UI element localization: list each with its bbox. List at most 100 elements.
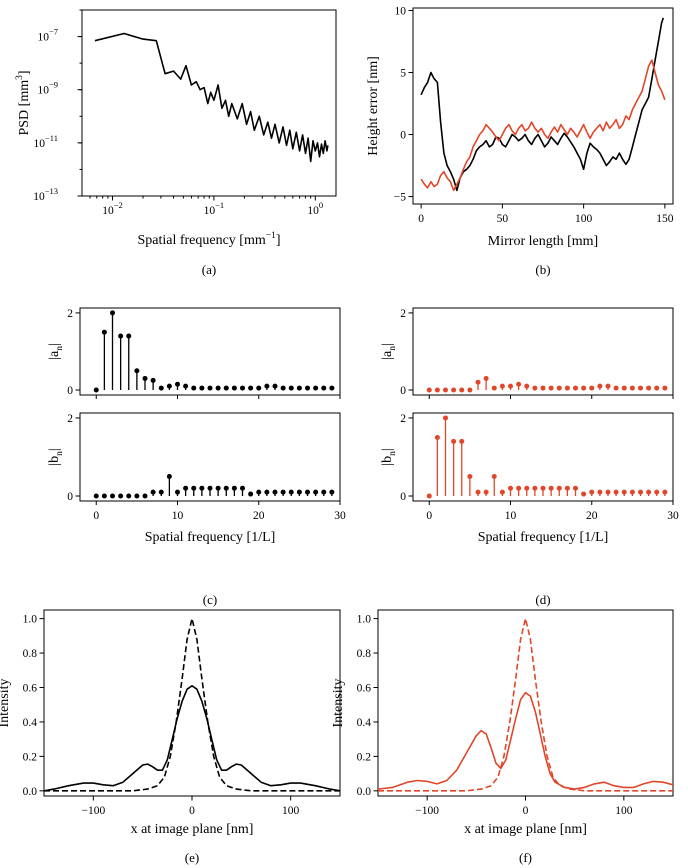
panel-e-ylabel-main: Intensity — [0, 679, 12, 728]
panel-a-xtick-label: 10−2 — [102, 200, 123, 217]
panel-f-caption: (f) — [519, 850, 532, 865]
panel-d-b-marker — [605, 489, 611, 495]
panel-c-a-marker — [142, 375, 148, 381]
panel-c-b-marker — [321, 489, 327, 495]
panel-f-frame — [377, 609, 674, 797]
panel-f-plot-area — [378, 617, 673, 792]
panel-c-a-marker — [313, 385, 319, 391]
panel-e-ytick-label: 0.2 — [23, 751, 38, 763]
panel-a-xtick-base: 10 — [307, 205, 319, 217]
panel-f-ylabel-main: Intensity — [331, 679, 346, 728]
panel-e-ytick-label: 0.4 — [23, 717, 38, 729]
panel-c-b-ylabel: |bn| — [47, 448, 65, 465]
panel-d-a-marker — [613, 385, 619, 391]
panel-e-ytick-label: 1.0 — [23, 614, 38, 626]
panel-c-b-marker — [191, 485, 197, 491]
panel-a-caption: (a) — [202, 262, 216, 277]
panel-c-a-marker — [207, 385, 213, 391]
panel-f-ytick-label: 0.2 — [357, 751, 372, 763]
panel-c-b-ytick-label: 0 — [67, 491, 73, 503]
panel-c-b-marker — [93, 493, 99, 499]
panel-c-a-marker — [110, 310, 115, 316]
panel-c-a-marker — [321, 385, 327, 391]
panel-c-b-marker — [223, 485, 229, 491]
panel-c-b-marker — [288, 489, 294, 495]
panel-e-xlabel: x at image plane [nm] — [131, 822, 254, 837]
panel-d-a-marker — [532, 385, 538, 391]
panel-a-xtick-base: 10 — [204, 205, 216, 217]
panel-a-ytick-base: 10 — [37, 85, 49, 97]
panel-d-a-marker — [597, 383, 603, 389]
panel-d-a-marker — [491, 385, 497, 391]
panel-d-xtick-label: 20 — [586, 510, 598, 522]
panel-d-a-marker — [621, 385, 627, 391]
panel-c-b-marker — [264, 489, 270, 495]
panel-c-b-ylabel-end: | — [47, 448, 62, 451]
panel-a-ylabel-end: ] — [17, 70, 32, 75]
panel-b-ytick-label: 0 — [400, 130, 406, 142]
panel-a-ytick-label: 10−11 — [34, 133, 58, 150]
panel-a-ylabel-main: PSD [mm — [17, 80, 32, 136]
panel-d-a-marker — [434, 387, 440, 393]
panel-c-b-marker — [101, 493, 107, 499]
panel-d-b-marker — [508, 485, 513, 491]
panel-c-a-ytick-label: 2 — [67, 308, 73, 320]
panel-b-ylabel: Height error [nm] — [366, 56, 381, 156]
panel-d-a-marker — [548, 385, 554, 391]
panel-d-a-marker — [459, 387, 465, 393]
panel-c-b-marker — [272, 489, 278, 495]
panel-d-b-marker — [654, 489, 660, 495]
panel-f-series-dashed-line — [378, 617, 673, 792]
panel-e-ylabel: Intensity — [0, 679, 12, 728]
panel-f-xtick-label: 0 — [523, 805, 529, 817]
panel-e-ytick-label: 0.8 — [23, 648, 38, 660]
panel-a-ytick-exp: −11 — [45, 133, 58, 143]
panel-c-b-marker — [248, 491, 254, 497]
panel-c-b-marker — [134, 493, 140, 499]
panel-c-xlabel: Spatial frequency [1/L] — [145, 530, 276, 545]
panel-d-b-marker — [451, 438, 457, 444]
panel-d-xlabel: Spatial frequency [1/L] — [478, 530, 609, 545]
panel-d-b-marker — [573, 485, 578, 491]
panel-b-frame — [412, 7, 674, 205]
panel-d-a-marker — [508, 383, 513, 389]
panel-f-ytick-label: 0.4 — [357, 717, 372, 729]
panel-c-a-marker — [183, 383, 189, 389]
panel-c-a-marker — [223, 385, 229, 391]
panel-c-a-frame — [79, 307, 341, 396]
panel-c-b-marker — [183, 485, 189, 491]
panel-c-xtick-label: 10 — [172, 510, 184, 522]
panel-f-ylabel: Intensity — [331, 679, 346, 728]
panel-d-a-marker — [556, 385, 562, 391]
panel-b-series-solid-line — [420, 17, 665, 192]
panel-c-a-ytick-label: 0 — [67, 385, 73, 397]
panel-c-a-marker — [240, 385, 245, 391]
panel-c-a-ylabel-script: n — [55, 346, 65, 351]
panel-d-a-marker — [499, 383, 505, 389]
panel-d-b-ylabel: |bn| — [380, 448, 398, 465]
panel-c-a-ylabel-end: | — [47, 343, 62, 346]
panel-c-b-marker — [256, 489, 262, 495]
panel-c-a-marker — [272, 383, 278, 389]
panel-d-b-marker — [467, 473, 473, 479]
panel-c-b-frame — [79, 412, 341, 502]
panel-b-xtick-label: 100 — [575, 213, 593, 225]
panel-e-xtick-label: −100 — [81, 805, 105, 817]
panel-d-a-ytick-label: 2 — [400, 308, 406, 320]
panel-c-a-marker — [93, 387, 99, 393]
panel-d-b-marker — [556, 485, 562, 491]
panel-d-a-marker — [581, 385, 587, 391]
panel-a-xtick-exp: 0 — [319, 200, 323, 210]
panel-a-ytick-exp: −7 — [49, 27, 58, 37]
panel-f-ytick-label: 0.6 — [357, 683, 372, 695]
panel-c-a-marker — [175, 381, 180, 387]
panel-d-b-ylabel-script: n — [388, 451, 398, 456]
panel-d-b-marker — [646, 489, 652, 495]
panel-c-b-marker — [207, 485, 213, 491]
panel-a-xtick-exp: −1 — [215, 200, 224, 210]
panel-c-b-marker — [215, 485, 221, 491]
panel-a-ytick-base: 10 — [33, 191, 45, 203]
panel-d-a-ylabel-script: n — [388, 346, 398, 351]
panel-d-b-marker — [597, 489, 603, 495]
